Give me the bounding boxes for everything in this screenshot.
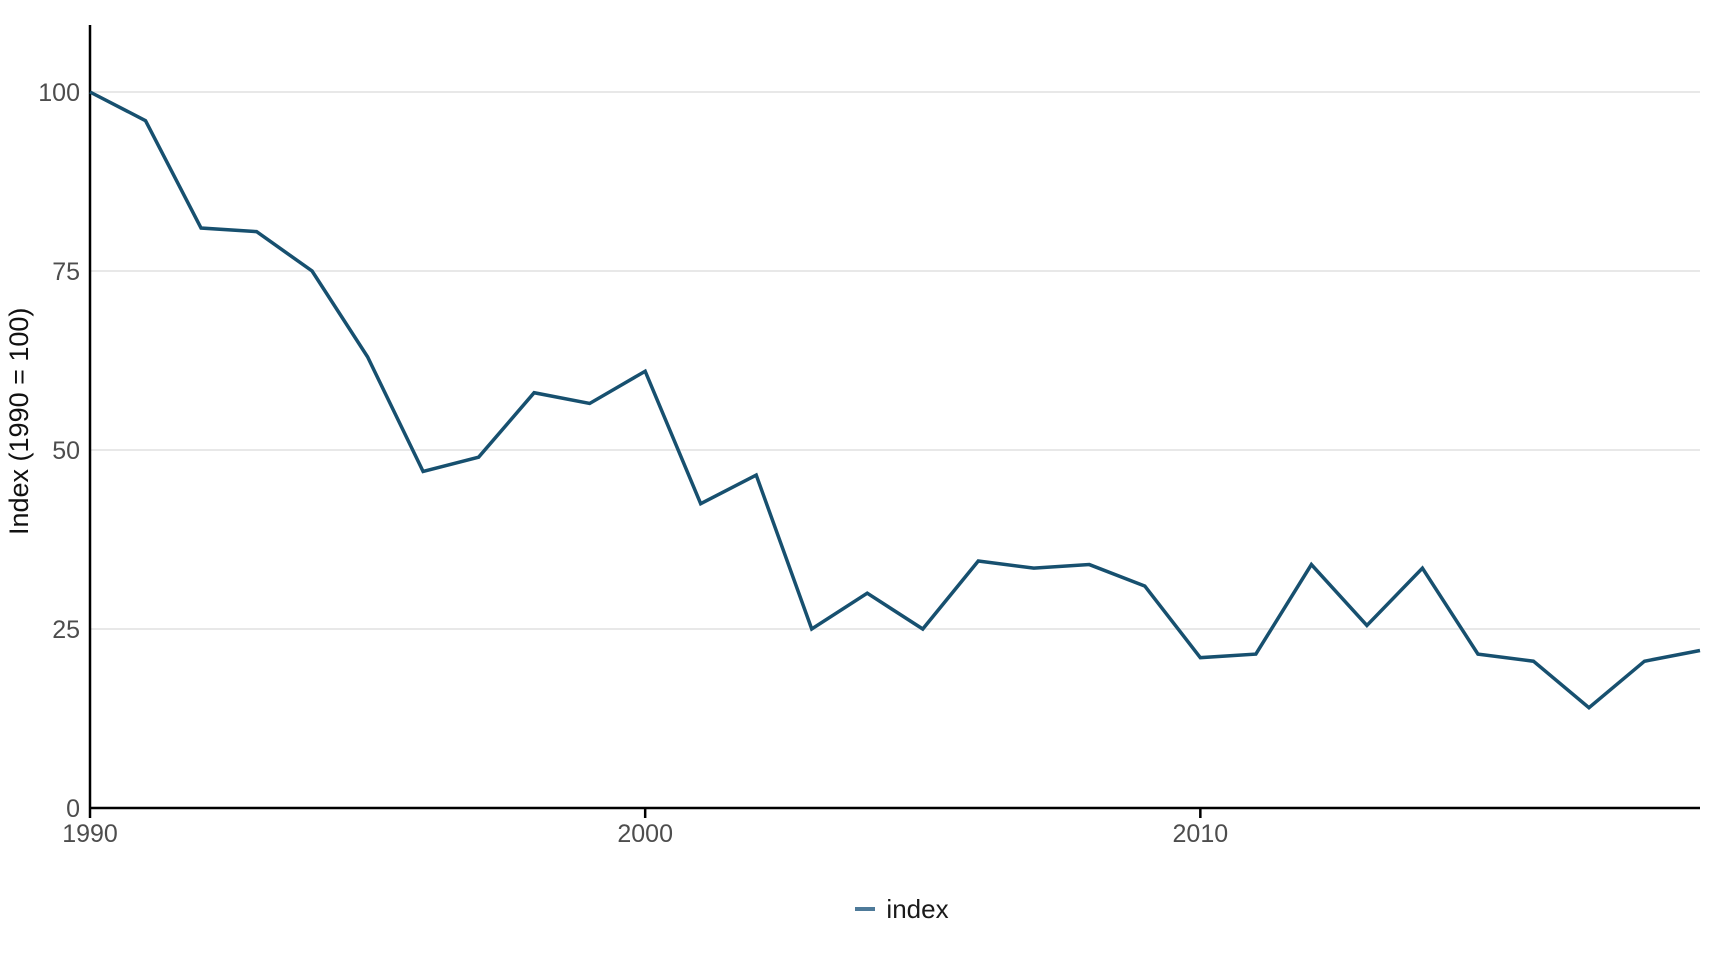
- y-tick-label-50: 50: [52, 437, 80, 465]
- x-tick-label-2010: 2010: [1173, 820, 1229, 848]
- y-tick-label-25: 25: [52, 616, 80, 644]
- y-axis-title: Index (1990 = 100): [4, 307, 34, 535]
- legend-item-index: index: [855, 894, 949, 924]
- x-tick-label-1990: 1990: [62, 820, 118, 848]
- legend: index: [0, 896, 1718, 922]
- y-tick-label-0: 0: [66, 795, 80, 823]
- series-line-index: [89, 90, 1701, 711]
- legend-label: index: [886, 894, 949, 924]
- x-tick-label-2000: 2000: [617, 820, 673, 848]
- legend-line-swatch-icon: [855, 907, 876, 911]
- y-tick-label-75: 75: [52, 258, 80, 286]
- y-tick-label-100: 100: [38, 79, 80, 107]
